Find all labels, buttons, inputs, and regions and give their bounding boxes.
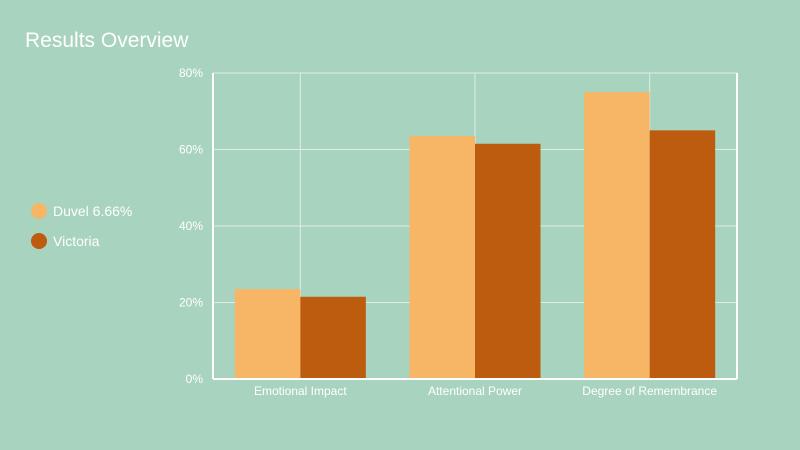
y-tick-label: 0% bbox=[186, 372, 204, 386]
legend-label: Victoria bbox=[53, 233, 100, 249]
y-axis-ticks: 0% 20% 40% 60% 80% bbox=[179, 66, 203, 386]
legend-swatch bbox=[31, 233, 47, 249]
x-category-label: Attentional Power bbox=[428, 384, 522, 398]
bar-victoria-2 bbox=[649, 130, 716, 379]
legend: Duvel 6.66% Victoria bbox=[31, 203, 132, 249]
bar-victoria-0 bbox=[300, 296, 366, 379]
bar-duvel-2 bbox=[584, 92, 650, 379]
bar-duvel-0 bbox=[234, 289, 301, 379]
legend-swatch bbox=[31, 203, 47, 219]
bars bbox=[234, 92, 716, 379]
axes bbox=[212, 73, 738, 380]
x-category-label: Degree of Remembrance bbox=[582, 384, 717, 398]
y-tick-label: 40% bbox=[179, 219, 203, 233]
chart-title: Results Overview bbox=[25, 29, 189, 52]
y-tick-label: 80% bbox=[179, 66, 203, 80]
y-tick-label: 20% bbox=[179, 296, 203, 310]
bar-victoria-1 bbox=[475, 143, 541, 379]
y-tick-label: 60% bbox=[179, 143, 203, 157]
x-axis-categories: Emotional Impact Attentional Power Degree … bbox=[254, 384, 717, 398]
x-category-label: Emotional Impact bbox=[254, 384, 347, 398]
legend-label: Duvel 6.66% bbox=[53, 203, 132, 219]
bar-duvel-1 bbox=[409, 136, 475, 379]
